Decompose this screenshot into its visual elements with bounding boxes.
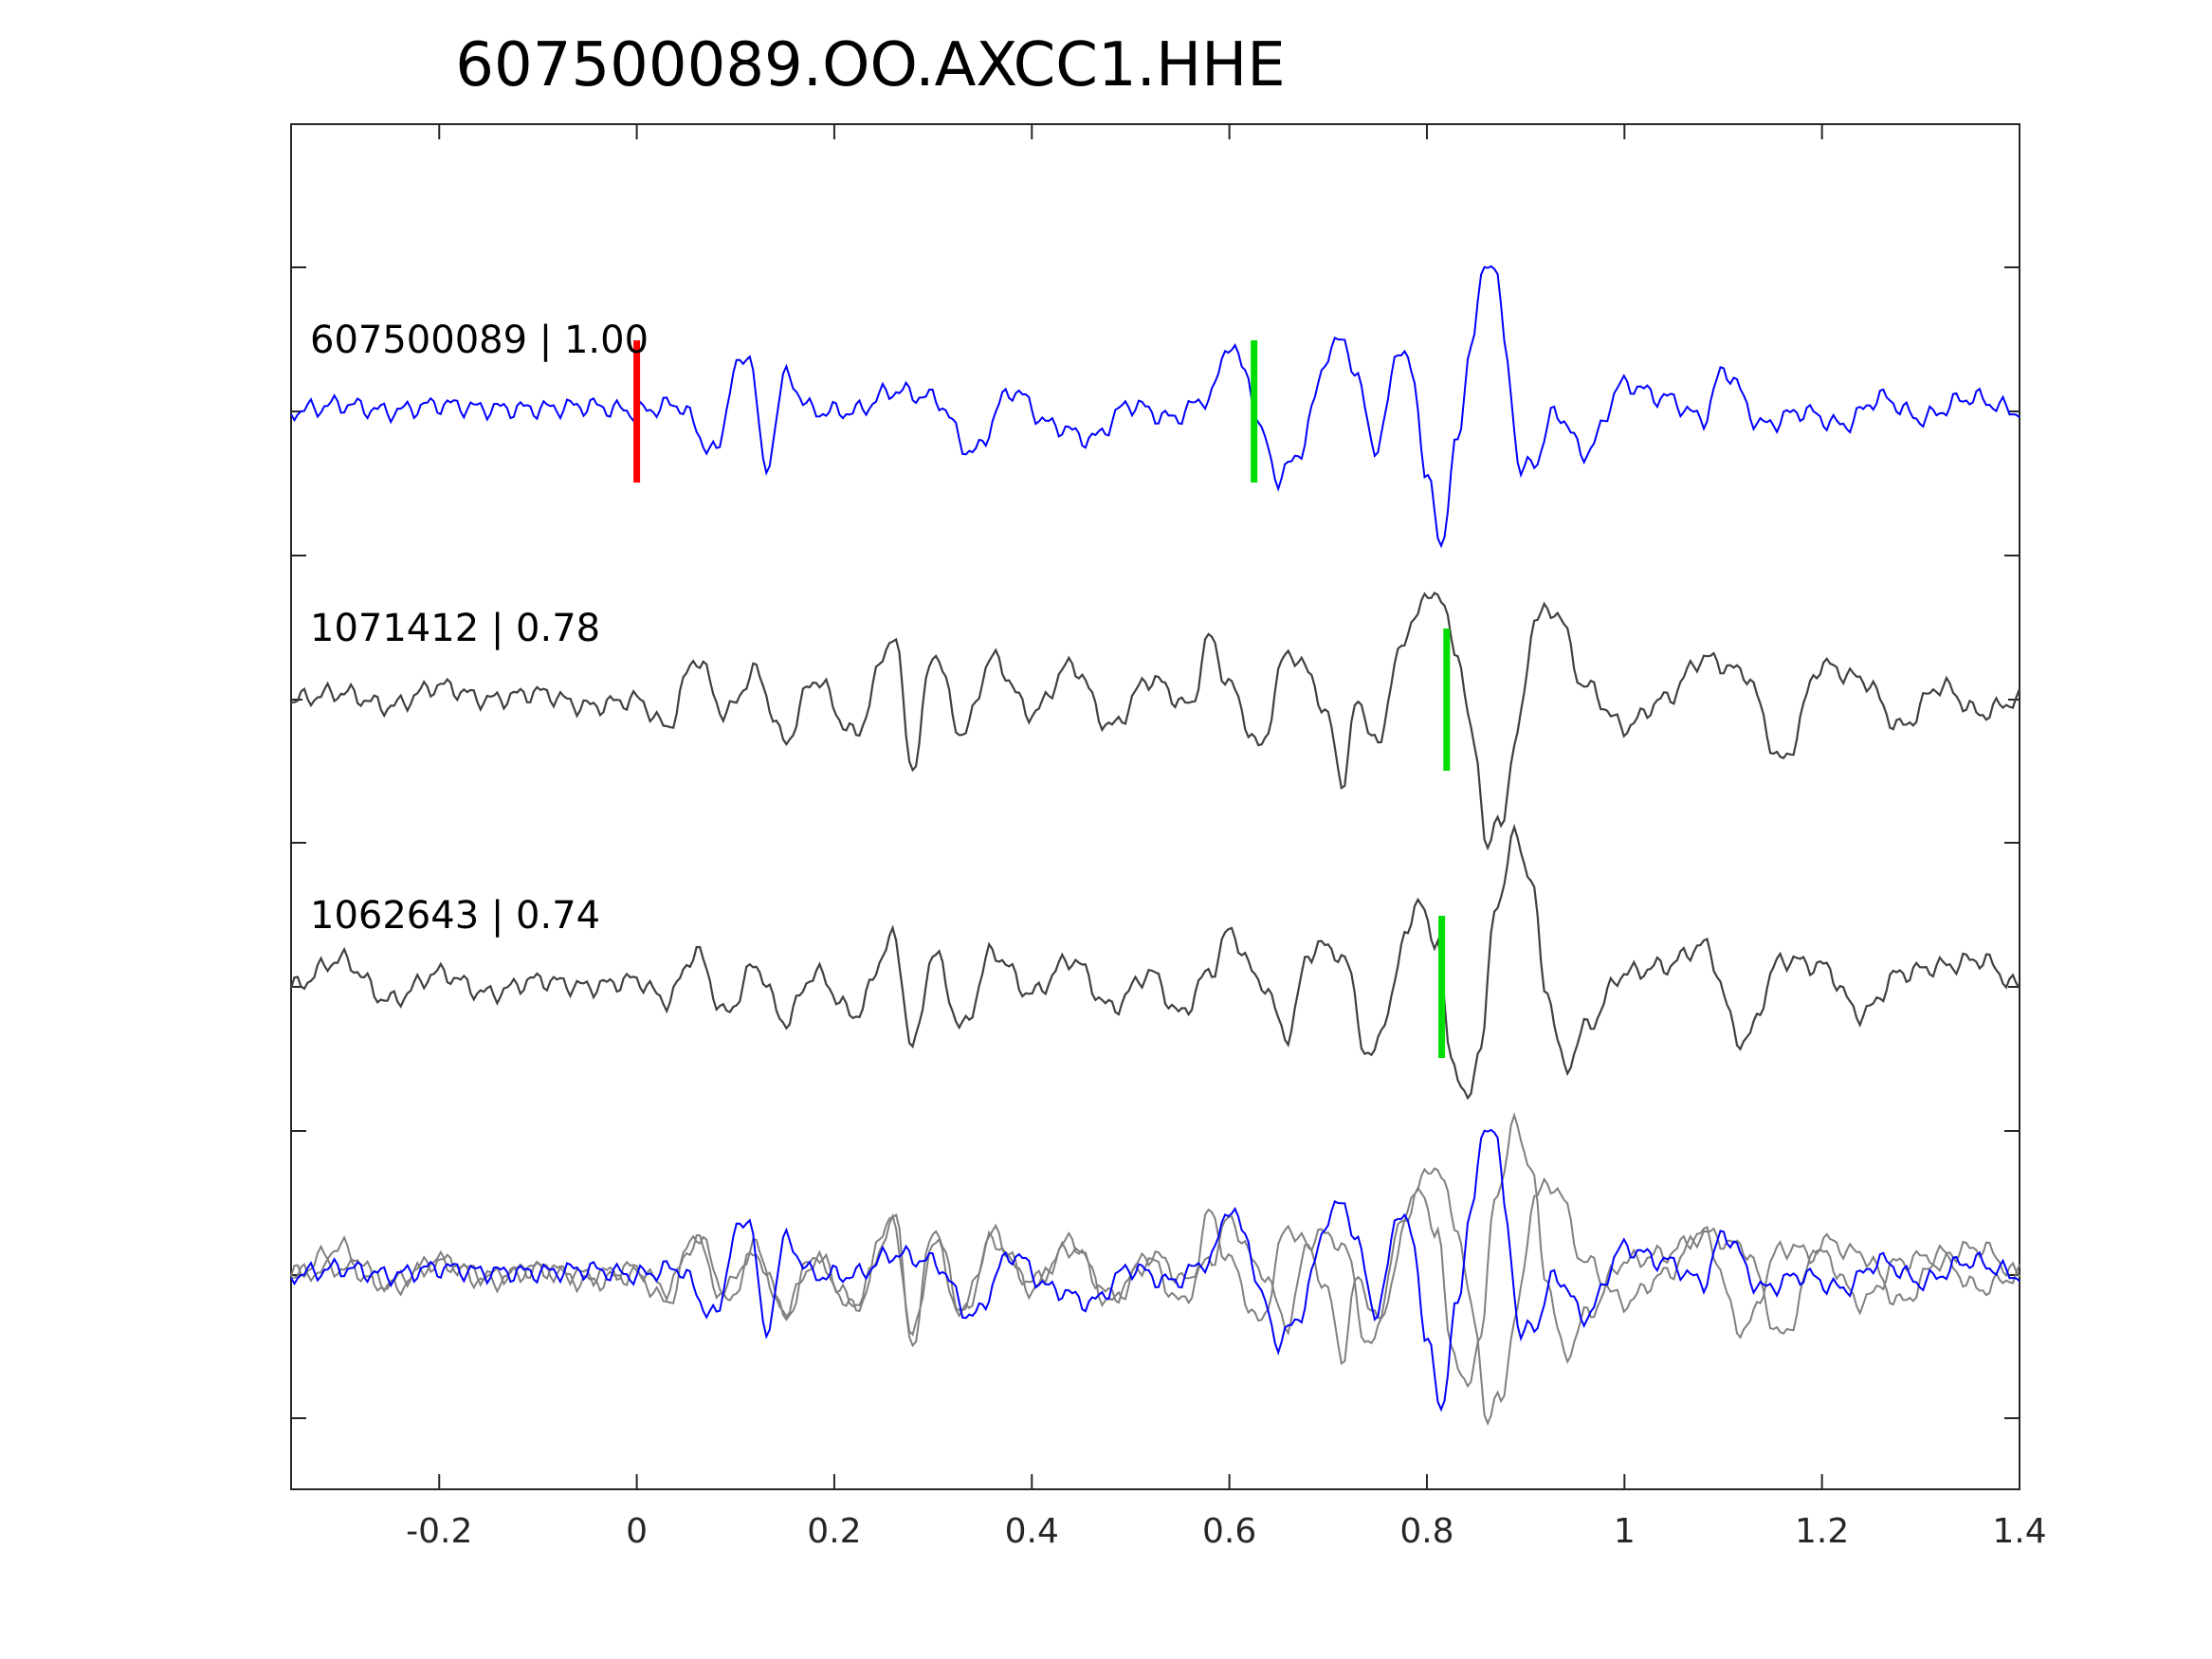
trace-labels: 607500089 | 1.00 1071412 | 0.78 1062643 | …	[310, 319, 649, 938]
chart-title: 607500089.OO.AXCC1.HHE	[455, 30, 1285, 100]
x-tick-label: 0.4	[1005, 1512, 1059, 1551]
x-tick-label: 1	[1614, 1512, 1636, 1551]
trace-607500089	[290, 264, 2020, 549]
x-tick-label: 0.2	[807, 1512, 861, 1551]
trace-label: 1062643 | 0.74	[310, 894, 600, 938]
plot-frame	[290, 123, 2020, 1490]
trace-label: 1071412 | 0.78	[310, 607, 600, 650]
axis-ticks: -0.2 0 0.2 0.4 0.6 0.8 1 1.2 1.4	[291, 124, 2047, 1551]
x-tick-label: 0	[626, 1512, 648, 1551]
pick-markers	[633, 340, 1451, 1058]
overlay-trace-607500089	[290, 1128, 2020, 1413]
trace-label: 607500089 | 1.00	[310, 319, 649, 362]
x-tick-label: 0.8	[1399, 1512, 1453, 1551]
x-tick-label: 0.6	[1202, 1512, 1256, 1551]
trace-1062643	[289, 823, 2020, 1101]
x-tick-label: 1.2	[1795, 1512, 1849, 1551]
x-tick-label: -0.2	[406, 1512, 472, 1551]
overlay-trace-1071412	[291, 1167, 2020, 1427]
x-tick-label: 1.4	[1992, 1512, 2046, 1551]
traces	[289, 264, 2021, 1427]
trace-1071412	[291, 592, 2021, 851]
